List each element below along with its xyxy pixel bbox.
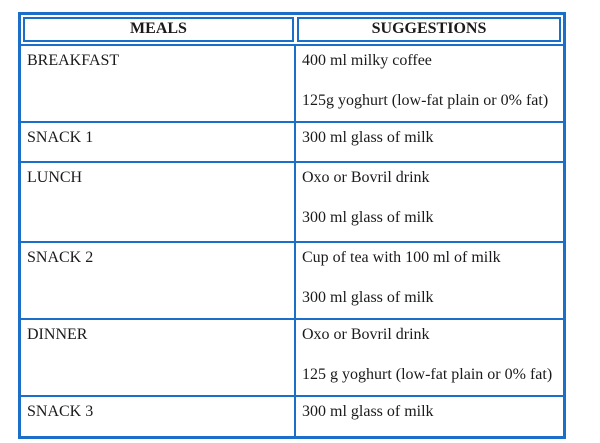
meal-cell: LUNCH <box>27 169 83 186</box>
table-row-dinner: DINNER Oxo or Bovril drink 125 g yoghurt… <box>21 318 563 395</box>
table-row-snack-3: SNACK 3 300 ml glass of milk <box>21 395 563 436</box>
meal-cell: SNACK 2 <box>27 249 94 266</box>
meal-cell: SNACK 3 <box>27 403 94 420</box>
suggestion-text: 400 ml milky coffee <box>302 52 432 69</box>
meal-cell: BREAKFAST <box>27 52 120 69</box>
table-row-breakfast: BREAKFAST 400 ml milky coffee 125g yoghu… <box>21 44 563 121</box>
suggestion-text: Cup of tea with 100 ml of milk <box>302 249 501 266</box>
meal-cell: SNACK 1 <box>27 129 94 146</box>
table-row-snack-1: SNACK 1 300 ml glass of milk <box>21 121 563 161</box>
suggestion-text: Oxo or Bovril drink <box>302 169 430 186</box>
suggestion-text: Oxo or Bovril drink <box>302 326 430 343</box>
suggestions-cell: 300 ml glass of milk <box>294 123 563 161</box>
suggestion-text: 300 ml glass of milk <box>302 403 434 420</box>
table-row-snack-2: SNACK 2 Cup of tea with 100 ml of milk 3… <box>21 241 563 318</box>
suggestion-text: 125g yoghurt (low-fat plain or 0% fat) <box>302 92 549 109</box>
suggestion-text: 300 ml glass of milk <box>302 129 434 146</box>
suggestions-cell: Oxo or Bovril drink 300 ml glass of milk <box>294 163 563 241</box>
suggestion-text: 125 g yoghurt (low-fat plain or 0% fat) <box>302 366 553 383</box>
suggestions-cell: Oxo or Bovril drink 125 g yoghurt (low-f… <box>294 320 563 395</box>
table-header-row: MEALS SUGGESTIONS <box>21 15 563 44</box>
suggestion-text: 300 ml glass of milk <box>302 209 434 226</box>
meal-cell: DINNER <box>27 326 88 343</box>
column-header-suggestions: SUGGESTIONS <box>297 17 561 42</box>
table-row-lunch: LUNCH Oxo or Bovril drink 300 ml glass o… <box>21 161 563 241</box>
meal-plan-table: MEALS SUGGESTIONS BREAKFAST 400 ml milky… <box>18 12 566 439</box>
suggestions-cell: Cup of tea with 100 ml of milk 300 ml gl… <box>294 243 563 318</box>
suggestions-cell: 400 ml milky coffee 125g yoghurt (low-fa… <box>294 46 563 121</box>
suggestion-text: 300 ml glass of milk <box>302 289 434 306</box>
column-header-meals: MEALS <box>23 17 294 42</box>
suggestions-cell: 300 ml glass of milk <box>294 397 563 436</box>
